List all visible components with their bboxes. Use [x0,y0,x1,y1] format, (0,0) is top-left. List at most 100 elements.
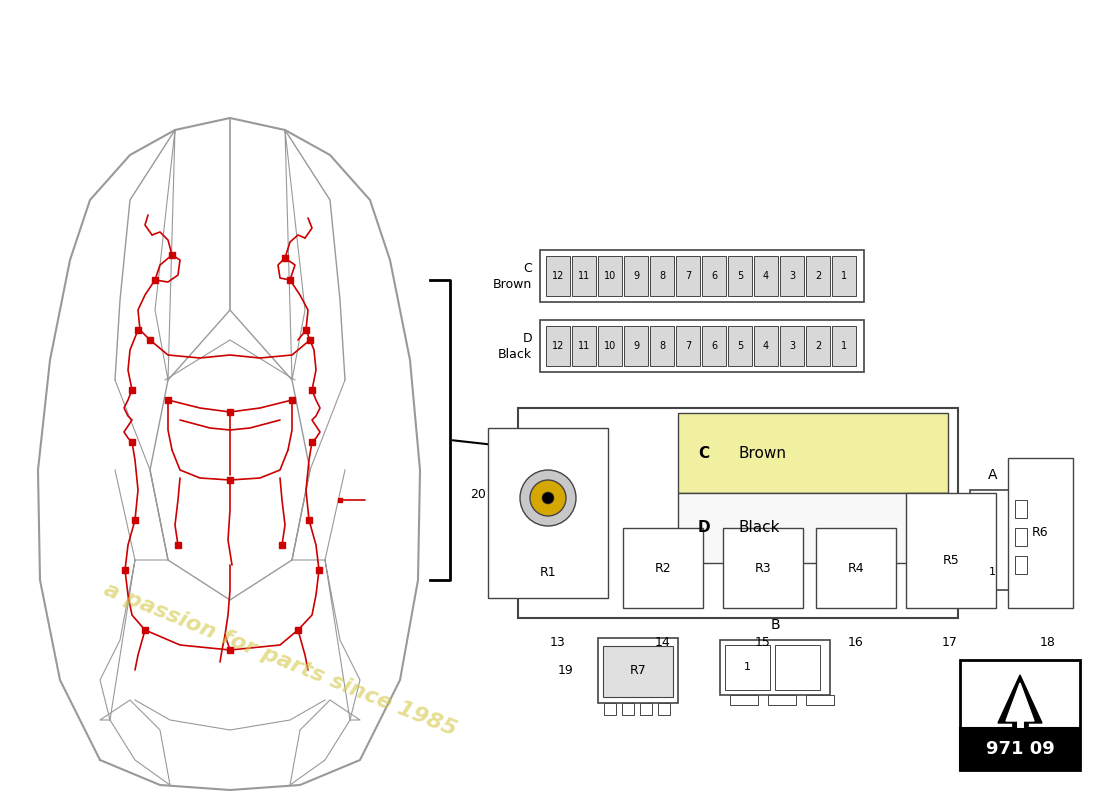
Text: 20: 20 [470,488,486,501]
Bar [832,326,856,366]
Bar [780,326,804,366]
Text: 5: 5 [737,341,744,351]
Text: 8: 8 [659,271,666,281]
Text: A: A [988,468,998,482]
Text: 1: 1 [840,271,847,281]
Text: 14: 14 [656,636,671,649]
Circle shape [520,470,576,526]
Text: B: B [770,618,780,632]
Bar [678,493,948,563]
Text: 15: 15 [755,636,771,649]
Text: a passion for parts since 1985: a passion for parts since 1985 [101,580,460,740]
Text: 18: 18 [1041,636,1056,649]
Text: 12: 12 [552,341,564,351]
Text: 6: 6 [711,271,717,281]
Text: C
Brown: C Brown [493,262,532,290]
Text: 11: 11 [578,271,590,281]
Bar [572,326,596,366]
Text: 1: 1 [989,567,996,577]
Circle shape [542,492,554,504]
Bar [702,256,726,296]
Bar [623,528,703,608]
Bar [754,326,778,366]
Bar [658,703,670,715]
Bar [806,256,830,296]
Bar [540,320,864,372]
Text: 13: 13 [550,636,565,649]
Text: 6: 6 [711,341,717,351]
Bar [546,256,570,296]
Text: 9: 9 [632,271,639,281]
Bar [650,326,674,366]
Bar [624,256,648,296]
Text: R4: R4 [848,562,865,574]
Bar [540,250,864,302]
Text: C: C [698,446,710,461]
Text: D: D [698,521,711,535]
Text: R1: R1 [540,566,557,579]
Bar [754,256,778,296]
Text: R3: R3 [755,562,771,574]
Text: 12: 12 [552,271,564,281]
Bar [572,256,596,296]
Text: 19: 19 [558,664,573,677]
Bar [650,256,674,296]
Bar [1008,458,1072,608]
Text: 2: 2 [815,271,821,281]
Text: Brown: Brown [738,446,786,461]
Bar [728,256,752,296]
Bar [1015,500,1027,518]
Bar [806,326,830,366]
Bar [730,695,758,705]
Bar [906,493,996,608]
Bar [720,640,830,695]
Text: 11: 11 [578,341,590,351]
Bar [806,695,834,705]
Bar [518,408,958,618]
Text: R6: R6 [1032,526,1048,539]
Bar [488,428,608,598]
Text: R5: R5 [943,554,959,567]
Text: 5: 5 [737,271,744,281]
Text: 3: 3 [789,341,795,351]
Bar [728,326,752,366]
Bar [624,326,648,366]
Bar [723,528,803,608]
Text: 1: 1 [840,341,847,351]
Polygon shape [1006,683,1034,721]
Bar [1015,556,1027,574]
Text: R7: R7 [629,664,647,677]
Bar [816,528,896,608]
Bar [604,703,616,715]
Bar [603,646,673,697]
Text: 9: 9 [632,341,639,351]
Text: 8: 8 [659,341,666,351]
Bar [1015,528,1027,546]
Text: D
Black: D Black [498,331,532,361]
Text: 17: 17 [942,636,958,649]
Text: Black: Black [738,521,780,535]
Text: 971 09: 971 09 [986,740,1055,758]
Bar [702,326,726,366]
Bar [676,326,700,366]
Bar [725,645,770,690]
Text: 1: 1 [744,662,750,673]
Bar [640,703,652,715]
Text: 16: 16 [848,636,864,649]
Bar [960,728,1080,770]
Bar [621,703,634,715]
Bar [768,695,796,705]
Bar [960,660,1080,770]
Bar [676,256,700,296]
Text: 7: 7 [685,341,691,351]
Text: 7: 7 [685,271,691,281]
Bar [546,326,570,366]
Text: 10: 10 [604,271,616,281]
Text: 10: 10 [604,341,616,351]
Bar [598,326,622,366]
Text: R2: R2 [654,562,671,574]
Bar [678,413,948,493]
Text: 3: 3 [789,271,795,281]
Bar [780,256,804,296]
Polygon shape [998,675,1042,723]
